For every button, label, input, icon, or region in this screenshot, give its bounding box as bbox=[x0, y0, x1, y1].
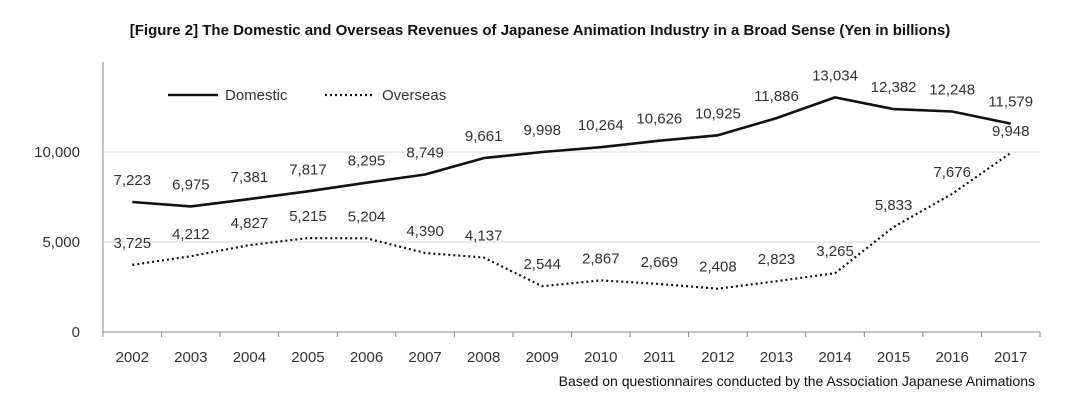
data-label-overseas: 2,823 bbox=[758, 251, 796, 268]
data-label-overseas: 4,390 bbox=[406, 223, 444, 240]
data-label-overseas: 4,137 bbox=[465, 228, 503, 245]
series-line-overseas bbox=[132, 151, 1012, 290]
x-tick-label: 2015 bbox=[877, 349, 910, 366]
data-label-domestic: 6,975 bbox=[172, 176, 210, 193]
series-line-domestic bbox=[132, 96, 1011, 208]
data-label-domestic: 13,034 bbox=[812, 67, 858, 84]
x-tick-label: 2002 bbox=[116, 349, 149, 366]
x-axis-ticks: 2002 2003 2004 2005 2006 2007 2008 2009 2010 2011… bbox=[102, 332, 1041, 366]
x-tick-label: 2003 bbox=[174, 349, 207, 366]
data-labels: 7,223 6,975 7,381 7,817 8,295 8,749 9,661 9,998… bbox=[114, 67, 1034, 275]
x-tick-label: 2005 bbox=[291, 349, 324, 366]
data-label-domestic: 10,264 bbox=[578, 117, 624, 134]
x-tick-label: 2013 bbox=[760, 349, 793, 366]
x-tick-label: 2017 bbox=[994, 349, 1027, 366]
y-axis-ticks: 0 5,000 10,000 bbox=[34, 144, 80, 341]
x-tick-label: 2007 bbox=[408, 349, 441, 366]
data-label-overseas: 4,827 bbox=[231, 215, 269, 232]
data-label-domestic: 10,925 bbox=[695, 105, 741, 122]
data-label-domestic: 8,749 bbox=[406, 145, 444, 162]
x-tick-label: 2010 bbox=[584, 349, 617, 366]
y-tick-label: 0 bbox=[72, 324, 80, 341]
data-label-overseas: 2,544 bbox=[523, 256, 561, 273]
x-tick-label: 2006 bbox=[350, 349, 383, 366]
data-label-domestic: 10,626 bbox=[636, 111, 682, 128]
data-label-domestic: 12,382 bbox=[871, 79, 917, 96]
legend: Domestic Overseas bbox=[168, 87, 446, 104]
series-lines bbox=[132, 96, 1012, 290]
data-label-domestic: 8,295 bbox=[348, 153, 386, 170]
x-tick-label: 2012 bbox=[701, 349, 734, 366]
data-label-overseas: 3,725 bbox=[114, 235, 152, 252]
data-label-domestic: 11,579 bbox=[988, 94, 1033, 111]
data-label-overseas: 4,212 bbox=[172, 226, 210, 243]
chart-title: [Figure 2] The Domestic and Overseas Rev… bbox=[129, 22, 951, 39]
legend-label-domestic: Domestic bbox=[225, 87, 288, 104]
data-label-overseas: 9,948 bbox=[992, 123, 1030, 140]
data-label-overseas: 3,265 bbox=[816, 243, 854, 260]
data-label-domestic: 9,661 bbox=[465, 128, 503, 145]
data-label-overseas: 5,204 bbox=[348, 208, 386, 225]
x-tick-label: 2004 bbox=[233, 349, 266, 366]
data-label-overseas: 5,215 bbox=[289, 208, 327, 225]
x-tick-label: 2009 bbox=[526, 349, 559, 366]
data-label-overseas: 2,408 bbox=[699, 259, 737, 276]
x-tick-label: 2008 bbox=[467, 349, 500, 366]
data-label-overseas: 2,867 bbox=[582, 250, 620, 267]
data-label-domestic: 11,886 bbox=[754, 88, 799, 105]
data-label-domestic: 12,248 bbox=[929, 82, 975, 99]
data-label-domestic: 7,381 bbox=[231, 169, 269, 186]
legend-label-overseas: Overseas bbox=[382, 87, 446, 104]
y-tick-label: 5,000 bbox=[42, 234, 80, 251]
data-label-domestic: 7,223 bbox=[114, 172, 152, 189]
data-label-domestic: 9,998 bbox=[523, 122, 561, 139]
data-label-overseas: 5,833 bbox=[875, 197, 913, 214]
data-label-overseas: 7,676 bbox=[933, 164, 971, 181]
x-tick-label: 2014 bbox=[818, 349, 851, 366]
source-note: Based on questionnaires conducted by the… bbox=[558, 373, 1035, 389]
y-tick-label: 10,000 bbox=[34, 144, 80, 161]
x-tick-label: 2016 bbox=[935, 349, 968, 366]
x-tick-label: 2011 bbox=[643, 349, 675, 366]
data-label-domestic: 7,817 bbox=[289, 161, 327, 178]
data-label-overseas: 2,669 bbox=[641, 254, 679, 271]
